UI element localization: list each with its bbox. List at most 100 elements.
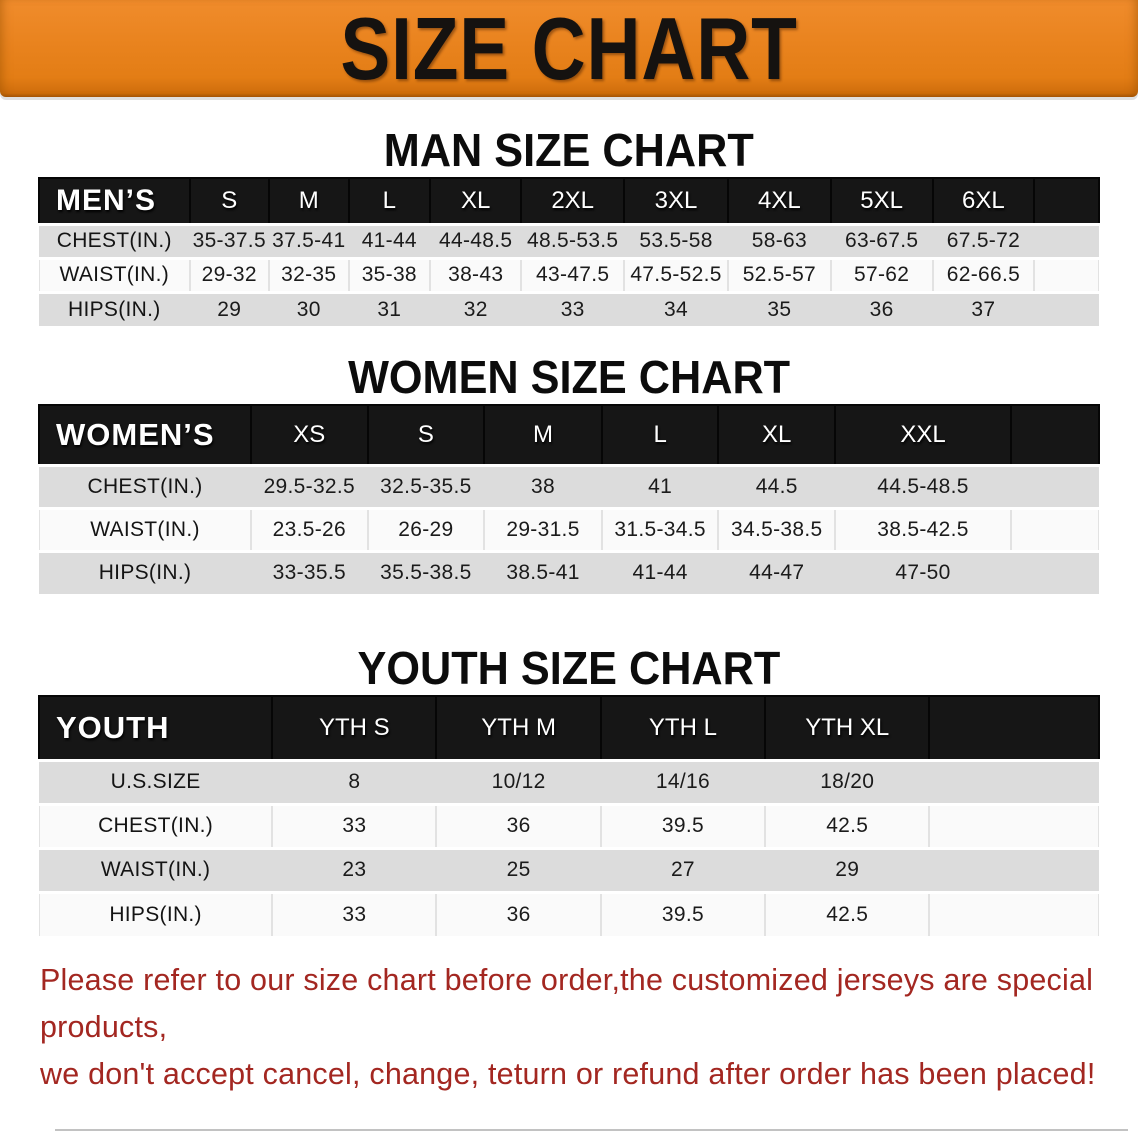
row-label: CHEST(IN.) (39, 222, 190, 258)
youth-section-heading: YOUTH SIZE CHART (357, 642, 781, 694)
cell-filler (1010, 506, 1099, 551)
size-cell: 42.5 (765, 890, 930, 936)
women-waist-row: WAIST(IN.) 23.5-26 26-29 29-31.5 31.5-34… (39, 506, 1099, 551)
bottom-edge-line (55, 1129, 1128, 1131)
disclaimer-note: Please refer to our size chart before or… (40, 957, 1138, 1098)
size-cell: 32 (430, 290, 522, 326)
youth-group-label: YOUTH (37, 695, 274, 761)
size-col-header: XS (250, 404, 369, 466)
youth-size-table: YOUTH YTH S YTH M YTH L YTH XL U.S.SIZE … (37, 695, 1100, 936)
size-cell: 39.5 (600, 802, 766, 848)
size-cell: 53.5-58 (624, 222, 728, 258)
size-cell: 18/20 (765, 758, 930, 804)
size-cell: 34.5-38.5 (718, 506, 836, 551)
disclaimer-line-2: we don't accept cancel, change, teturn o… (40, 1057, 1096, 1091)
size-cell: 63-67.5 (830, 222, 933, 258)
cell-filler (1034, 290, 1099, 326)
size-col-header: 4XL (726, 177, 832, 225)
cell-filler (929, 758, 1099, 804)
size-col-header: 6XL (931, 177, 1036, 225)
size-cell: 47-50 (835, 549, 1011, 594)
size-col-header: 5XL (829, 177, 934, 225)
size-cell: 32.5-35.5 (367, 463, 485, 508)
row-label: WAIST(IN.) (39, 256, 190, 292)
size-cell: 35-37.5 (189, 222, 270, 258)
size-cell: 41 (601, 463, 719, 508)
size-cell: 14/16 (600, 758, 766, 804)
cell-filler (929, 846, 1099, 892)
women-section-heading: WOMEN SIZE CHART (347, 351, 790, 403)
row-label: HIPS(IN.) (39, 890, 273, 936)
size-col-header: YTH L (599, 695, 767, 761)
size-col-header: YTH M (435, 695, 602, 761)
size-cell: 29 (765, 846, 930, 892)
size-cell: 33 (272, 890, 437, 936)
women-size-table: WOMEN’S XS S M L XL XXL CHEST(IN.) 29.5-… (38, 404, 1101, 594)
size-cell: 57-62 (830, 256, 933, 292)
size-cell: 37 (932, 290, 1035, 326)
size-cell: 29-32 (189, 256, 270, 292)
size-cell: 23 (272, 846, 437, 892)
size-cell: 38.5-42.5 (835, 506, 1011, 551)
cell-filler (929, 802, 1099, 848)
row-label: CHEST(IN.) (39, 463, 251, 508)
size-col-header: YTH S (271, 695, 438, 761)
men-section-heading: MAN SIZE CHART (384, 124, 754, 176)
cell-filler (1034, 256, 1099, 292)
size-cell: 29 (189, 290, 270, 326)
size-cell: 26-29 (367, 506, 485, 551)
size-cell: 43-47.5 (521, 256, 625, 292)
size-col-header: L (347, 177, 432, 225)
row-label: HIPS(IN.) (39, 549, 251, 594)
women-hips-row: HIPS(IN.) 33-35.5 35.5-38.5 38.5-41 41-4… (39, 549, 1099, 594)
size-cell: 10/12 (436, 758, 601, 804)
size-cell: 33 (272, 802, 437, 848)
row-label: CHEST(IN.) (39, 802, 273, 848)
women-chest-row: CHEST(IN.) 29.5-32.5 32.5-35.5 38 41 44.… (39, 463, 1099, 508)
size-cell: 30 (269, 290, 349, 326)
size-cell: 25 (436, 846, 601, 892)
size-cell: 47.5-52.5 (624, 256, 728, 292)
size-cell: 37.5-41 (269, 222, 349, 258)
youth-waist-row: WAIST(IN.) 23 25 27 29 (39, 846, 1099, 892)
youth-hips-row: HIPS(IN.) 33 36 39.5 42.5 (39, 890, 1099, 936)
size-cell: 32-35 (269, 256, 349, 292)
size-col-header: YTH XL (764, 695, 931, 761)
size-cell: 62-66.5 (932, 256, 1035, 292)
header-filler (1033, 177, 1100, 225)
row-label: HIPS(IN.) (39, 290, 190, 326)
size-cell: 48.5-53.5 (521, 222, 625, 258)
youth-header-row: YOUTH YTH S YTH M YTH L YTH XL (37, 695, 1100, 761)
size-cell: 38-43 (430, 256, 522, 292)
size-cell: 27 (600, 846, 766, 892)
men-waist-row: WAIST(IN.) 29-32 32-35 35-38 38-43 43-47… (39, 256, 1099, 292)
size-col-header: M (483, 404, 603, 466)
size-col-header: M (268, 177, 350, 225)
size-cell: 31.5-34.5 (601, 506, 719, 551)
men-hips-row: HIPS(IN.) 29 30 31 32 33 34 35 36 37 (39, 290, 1099, 326)
size-cell: 29-31.5 (484, 506, 602, 551)
size-cell: 52.5-57 (727, 256, 831, 292)
row-label: WAIST(IN.) (39, 846, 273, 892)
header-filler (928, 695, 1100, 761)
size-cell: 31 (348, 290, 431, 326)
size-cell: 44-48.5 (430, 222, 522, 258)
size-cell: 67.5-72 (932, 222, 1035, 258)
men-chest-row: CHEST(IN.) 35-37.5 37.5-41 41-44 44-48.5… (39, 222, 1099, 258)
women-header-row: WOMEN’S XS S M L XL XXL (38, 404, 1101, 466)
cell-filler (1010, 549, 1099, 594)
size-cell: 33-35.5 (251, 549, 368, 594)
size-col-header: XXL (834, 404, 1012, 466)
size-cell: 44.5 (718, 463, 836, 508)
size-cell: 8 (272, 758, 437, 804)
size-cell: 38.5-41 (484, 549, 602, 594)
size-col-header: 3XL (623, 177, 729, 225)
size-cell: 44.5-48.5 (835, 463, 1011, 508)
size-cell: 36 (436, 802, 601, 848)
youth-chest-row: CHEST(IN.) 33 36 39.5 42.5 (39, 802, 1099, 848)
size-cell: 34 (624, 290, 728, 326)
youth-ussize-row: U.S.SIZE 8 10/12 14/16 18/20 (39, 758, 1099, 804)
men-group-label: MEN’S (38, 177, 191, 225)
size-cell: 38 (484, 463, 602, 508)
men-size-table: MEN’S S M L XL 2XL 3XL 4XL 5XL 6XL CHEST… (38, 177, 1100, 326)
